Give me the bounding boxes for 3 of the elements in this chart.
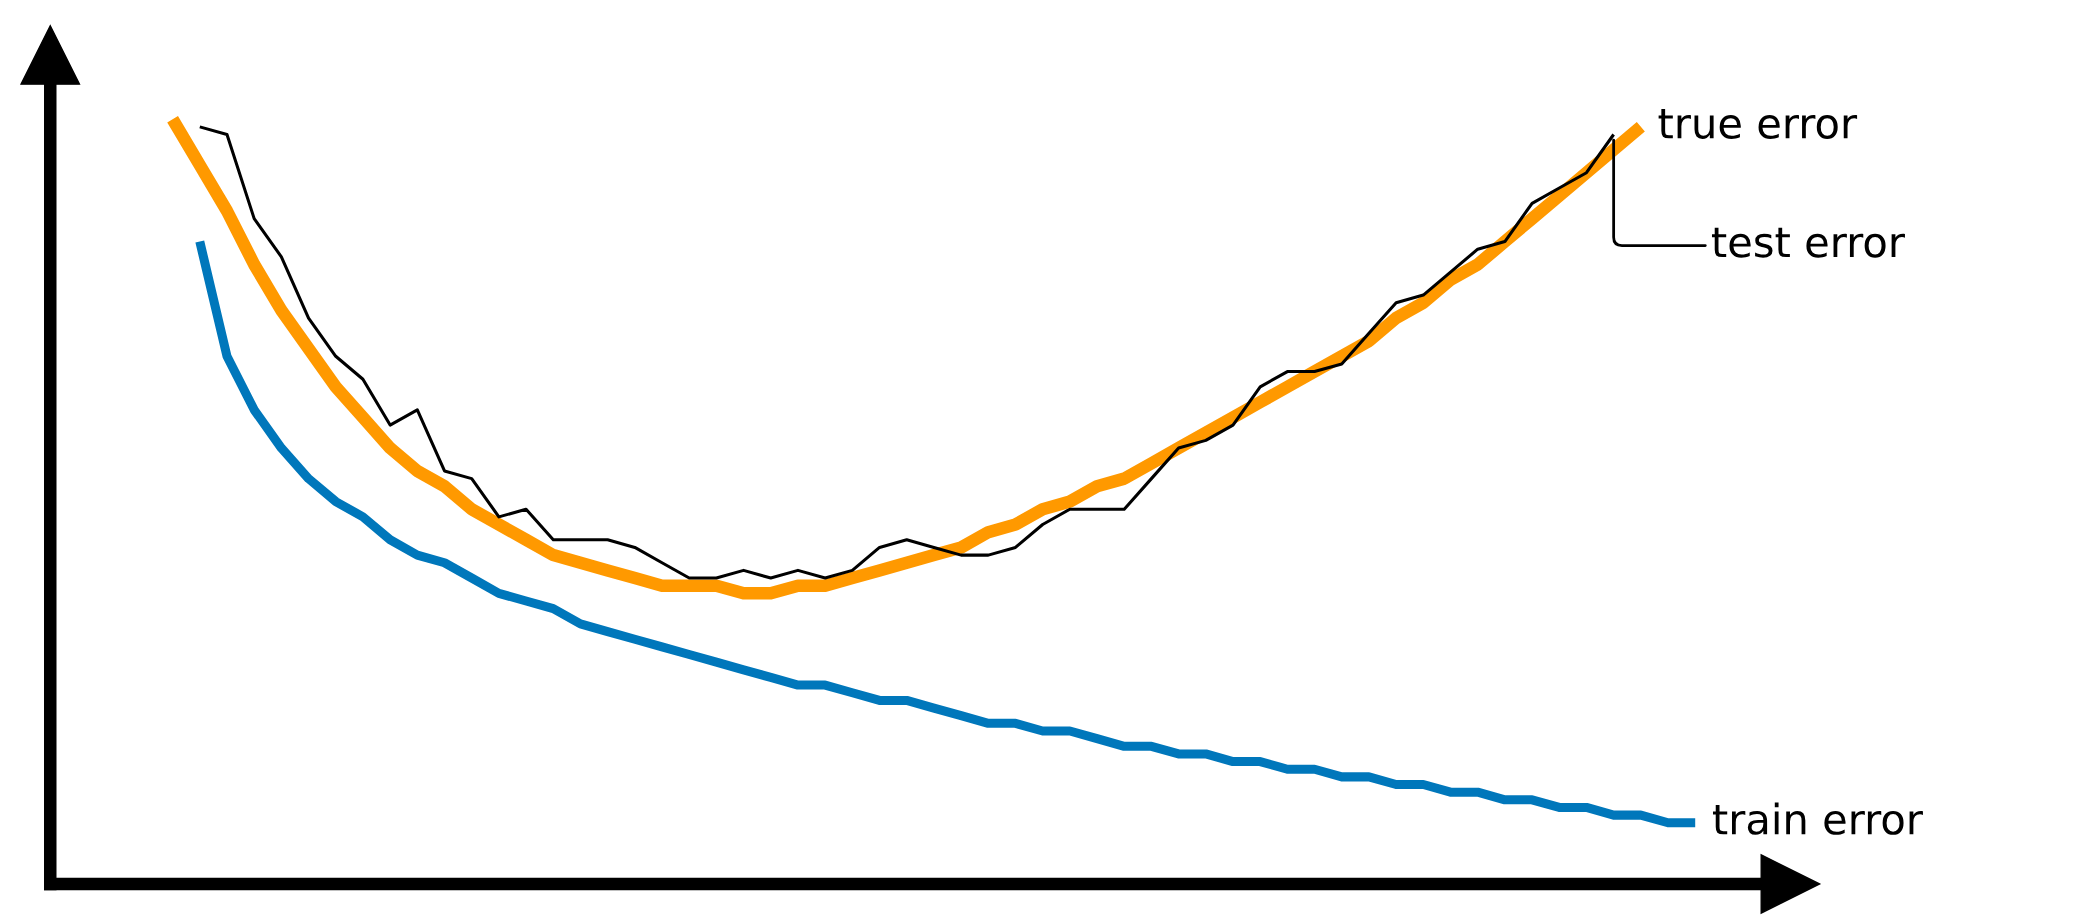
- series-label: train error: [1712, 802, 1923, 835]
- text: test error: [1711, 227, 1905, 258]
- series-label: true error: [1658, 109, 1858, 139]
